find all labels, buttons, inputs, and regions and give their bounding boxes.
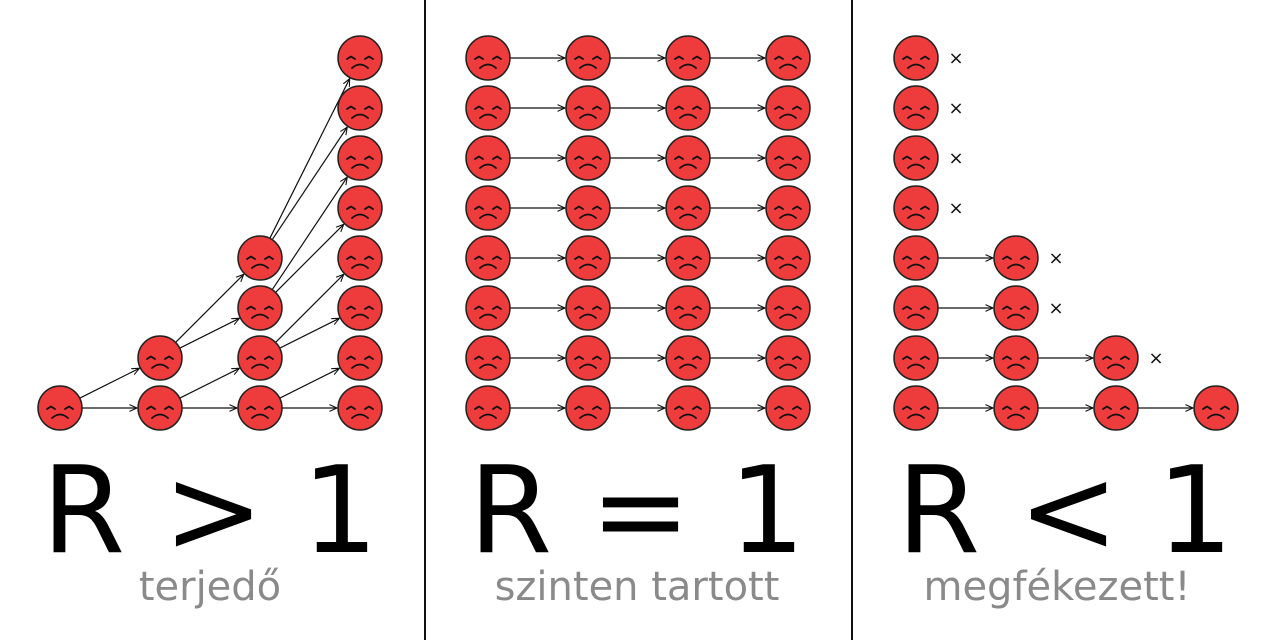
middle-face-3-0	[765, 35, 811, 81]
left-face-0-0	[37, 385, 83, 431]
left-face-2-0	[237, 235, 283, 281]
left-face-3-1	[337, 85, 383, 131]
middle-face-0-4	[465, 235, 511, 281]
middle-face-0-1	[465, 85, 511, 131]
right-face-2-7	[1093, 385, 1139, 431]
left-face-3-6	[337, 335, 383, 381]
left-arrow-1-0-0	[175, 274, 244, 343]
right-face-0-7	[893, 385, 939, 431]
caption-middle: szinten tartott	[495, 564, 780, 610]
right-face-3-7	[1193, 385, 1239, 431]
left-arrow-2-1-1	[275, 224, 344, 293]
middle-face-1-3	[565, 185, 611, 231]
left-arrow-2-1-0	[271, 177, 347, 291]
caption-left: terjedő	[139, 564, 281, 610]
middle-face-0-6	[465, 335, 511, 381]
middle-face-1-0	[565, 35, 611, 81]
right-stop-mark-5: ×	[1048, 298, 1063, 319]
right-face-1-5	[993, 285, 1039, 331]
middle-face-2-5	[665, 285, 711, 331]
middle-face-1-7	[565, 385, 611, 431]
left-arrow-0-0-0	[79, 368, 140, 399]
left-arrow-2-3-0	[279, 368, 340, 399]
right-face-0-6	[893, 335, 939, 381]
caption-right: megfékezett!	[923, 564, 1190, 610]
middle-face-3-3	[765, 185, 811, 231]
right-face-0-2	[893, 135, 939, 181]
middle-face-0-7	[465, 385, 511, 431]
right-face-2-6	[1093, 335, 1139, 381]
left-arrow-2-2-0	[275, 274, 344, 343]
middle-face-1-1	[565, 85, 611, 131]
left-face-3-5	[337, 285, 383, 331]
middle-face-2-6	[665, 335, 711, 381]
divider-left	[424, 0, 426, 640]
right-stop-mark-3: ×	[948, 198, 963, 219]
middle-face-2-4	[665, 235, 711, 281]
middle-face-2-3	[665, 185, 711, 231]
middle-face-2-1	[665, 85, 711, 131]
left-arrow-2-0-1	[271, 127, 347, 241]
left-face-2-2	[237, 335, 283, 381]
middle-face-1-2	[565, 135, 611, 181]
middle-face-0-3	[465, 185, 511, 231]
right-stop-mark-0: ×	[948, 48, 963, 69]
right-face-0-0	[893, 35, 939, 81]
middle-face-0-2	[465, 135, 511, 181]
divider-right	[851, 0, 853, 640]
left-face-1-0	[137, 335, 183, 381]
left-arrow-1-1-0	[179, 368, 240, 399]
middle-face-2-0	[665, 35, 711, 81]
left-arrow-1-0-1	[179, 318, 240, 349]
formula-middle: R = 1	[469, 442, 806, 581]
right-stop-mark-1: ×	[948, 98, 963, 119]
right-face-0-3	[893, 185, 939, 231]
middle-face-3-1	[765, 85, 811, 131]
middle-face-2-2	[665, 135, 711, 181]
middle-face-1-5	[565, 285, 611, 331]
middle-face-1-4	[565, 235, 611, 281]
left-face-1-1	[137, 385, 183, 431]
formula-right: R < 1	[897, 442, 1234, 581]
left-face-3-3	[337, 185, 383, 231]
left-face-2-1	[237, 285, 283, 331]
left-face-3-2	[337, 135, 383, 181]
right-face-1-6	[993, 335, 1039, 381]
right-face-0-4	[893, 235, 939, 281]
left-arrow-2-0-0	[269, 79, 350, 239]
left-face-2-3	[237, 385, 283, 431]
middle-face-3-5	[765, 285, 811, 331]
middle-face-1-6	[565, 335, 611, 381]
right-face-0-1	[893, 85, 939, 131]
right-face-1-4	[993, 235, 1039, 281]
left-arrow-2-2-1	[279, 318, 340, 349]
middle-face-3-7	[765, 385, 811, 431]
right-stop-mark-6: ×	[1148, 348, 1163, 369]
right-face-0-5	[893, 285, 939, 331]
middle-face-3-4	[765, 235, 811, 281]
left-face-3-7	[337, 385, 383, 431]
left-face-3-4	[337, 235, 383, 281]
formula-left: R > 1	[42, 442, 379, 581]
right-stop-mark-2: ×	[948, 148, 963, 169]
middle-face-0-5	[465, 285, 511, 331]
middle-face-0-0	[465, 35, 511, 81]
left-face-3-0	[337, 35, 383, 81]
middle-face-3-2	[765, 135, 811, 181]
right-stop-mark-4: ×	[1048, 248, 1063, 269]
right-face-1-7	[993, 385, 1039, 431]
middle-face-3-6	[765, 335, 811, 381]
middle-face-2-7	[665, 385, 711, 431]
